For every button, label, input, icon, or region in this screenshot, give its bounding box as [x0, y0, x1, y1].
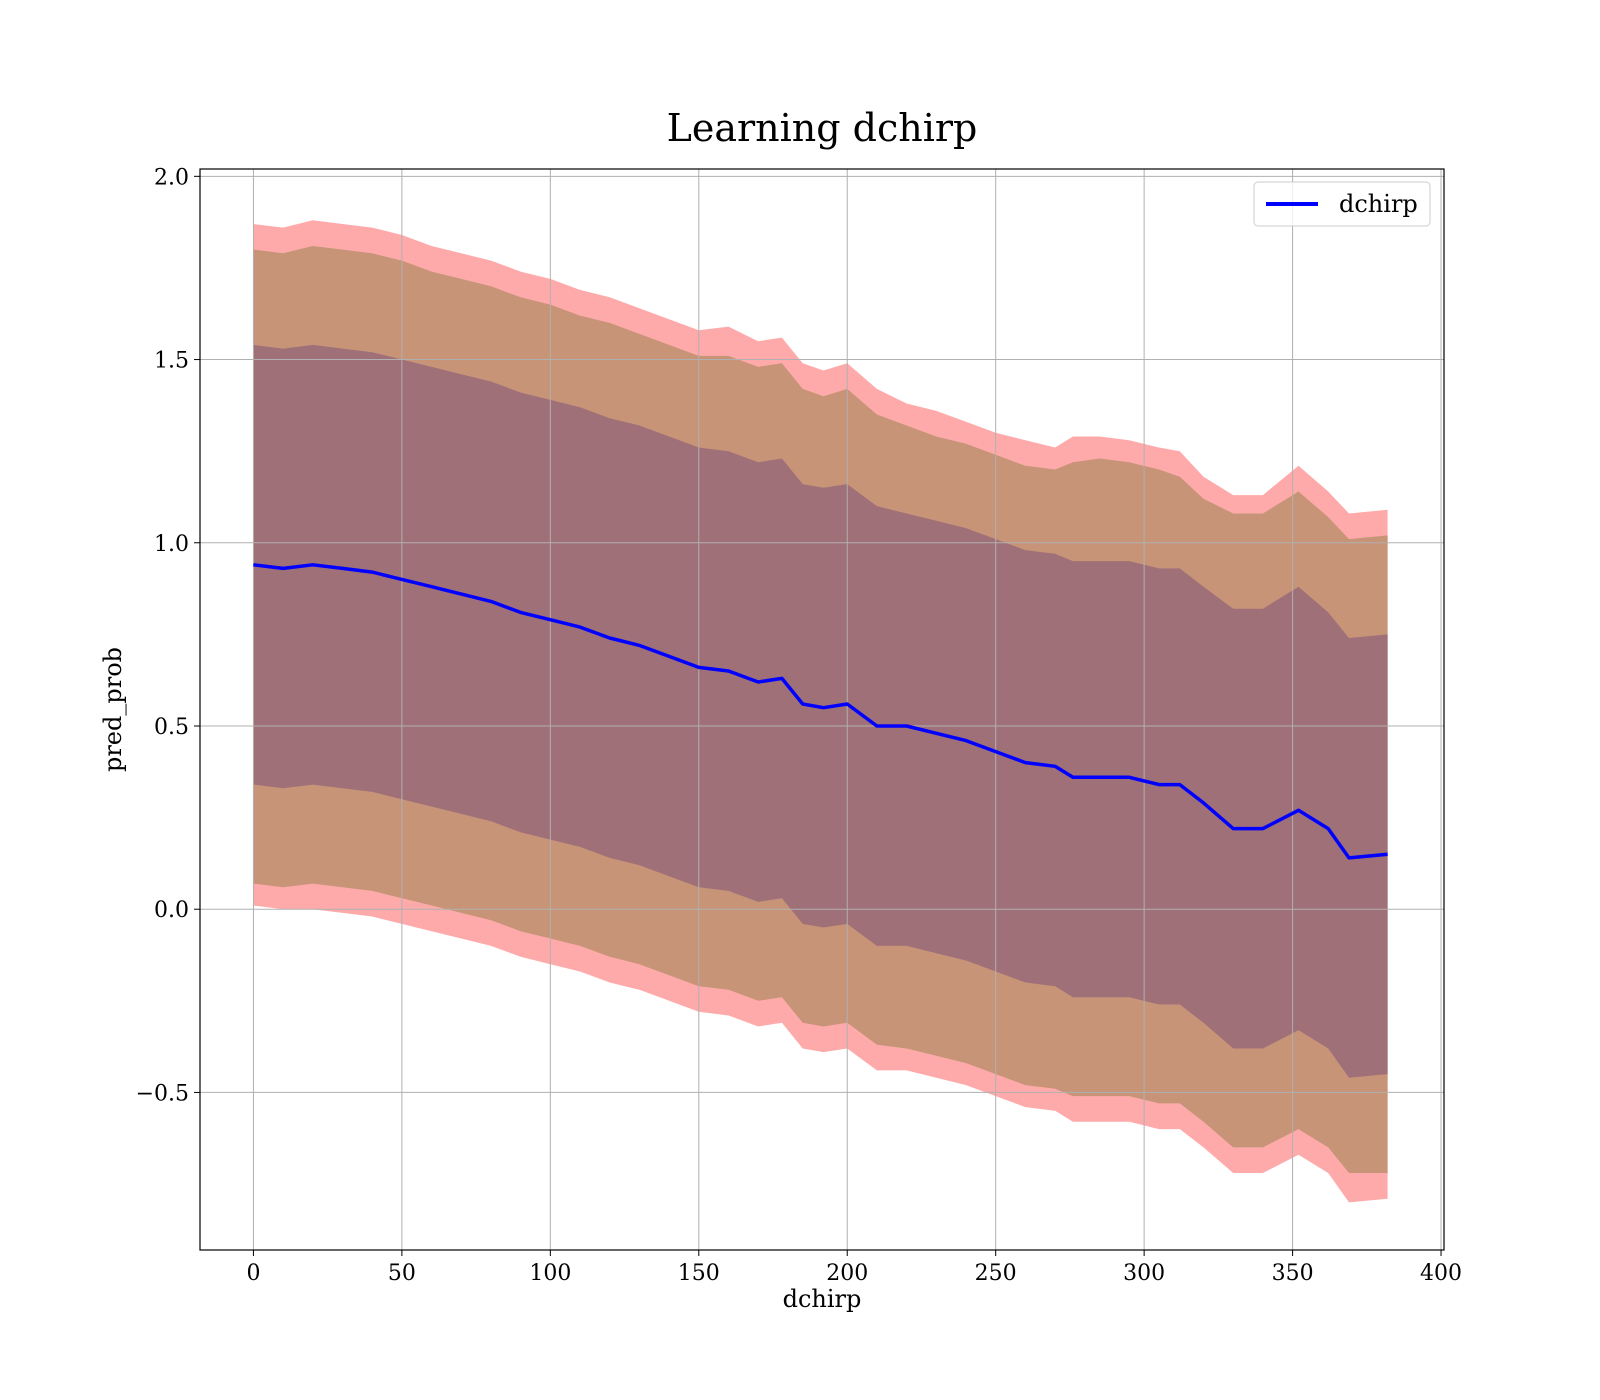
- plot-frame: [199, 168, 1445, 1251]
- chart-title: Learning dchirp: [667, 106, 978, 150]
- y-tick-label: 1.0: [154, 532, 189, 557]
- y-tick-label: 0.0: [154, 898, 189, 923]
- x-tick-label: 150: [678, 1261, 720, 1286]
- series-line-dchirp: [253, 563, 1388, 860]
- y-tick-label: 1.5: [154, 349, 189, 374]
- band-area-1: [253, 344, 1388, 1078]
- x-tick-label: 100: [529, 1261, 571, 1286]
- x-tick-label: 350: [1272, 1261, 1314, 1286]
- y-axis-ticks: −0.5 0.0 0.5 1.0 1.5 2.0: [136, 165, 200, 1106]
- legend: dchirp: [1253, 181, 1431, 227]
- x-tick-label: 0: [246, 1261, 260, 1286]
- x-tick-label: 250: [975, 1261, 1017, 1286]
- grid: [200, 169, 1444, 1250]
- confidence-bands: [253, 220, 1388, 1203]
- series-lines: [253, 563, 1388, 860]
- y-tick-label: 0.5: [154, 715, 189, 740]
- legend-label: dchirp: [1339, 190, 1418, 218]
- y-tick-label: 2.0: [154, 165, 189, 190]
- x-tick-label: 200: [826, 1261, 868, 1286]
- y-axis-label: pred_prob: [99, 647, 127, 772]
- x-axis-ticks: 0 50 100 150 200 250 300 350 400: [246, 1250, 1462, 1286]
- legend-box: [1253, 181, 1431, 227]
- x-tick-label: 300: [1123, 1261, 1165, 1286]
- x-tick-label: 400: [1420, 1261, 1462, 1286]
- y-tick-label: −0.5: [136, 1081, 189, 1106]
- x-tick-label: 50: [388, 1261, 416, 1286]
- x-axis-label: dchirp: [783, 1285, 862, 1313]
